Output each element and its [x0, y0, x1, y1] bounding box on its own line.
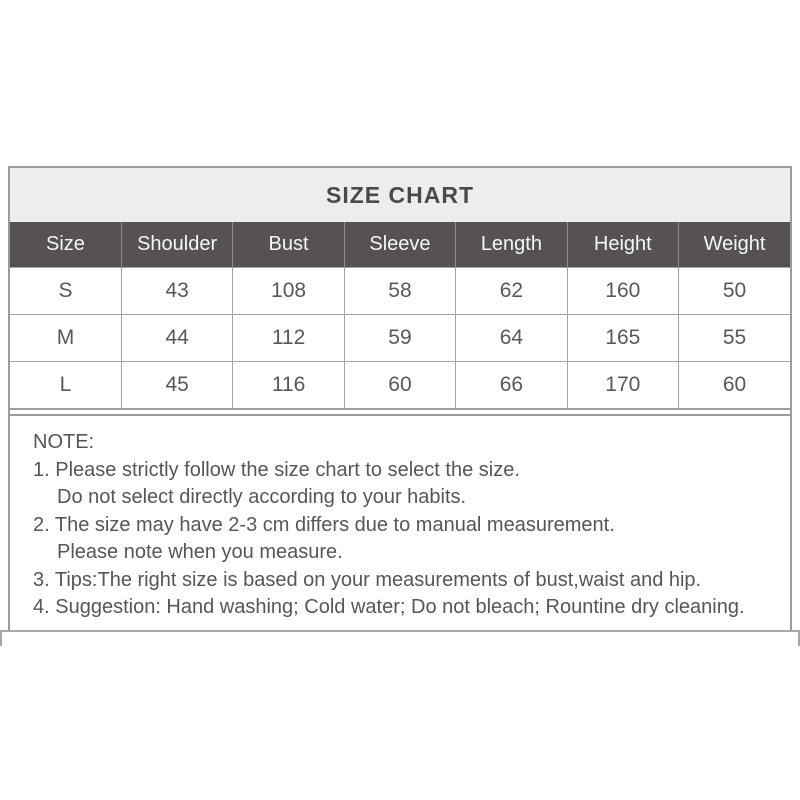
- note-line-1: 1. Please strictly follow the size chart…: [33, 458, 520, 481]
- cell-size-m: M: [10, 314, 122, 362]
- column-header-sleeve: Sleeve: [343, 222, 456, 268]
- size-table-header: Size Shoulder Bust Sleeve Length Height …: [10, 222, 790, 268]
- cell-size-s: S: [10, 267, 122, 315]
- cell-length-l: 66: [455, 361, 568, 408]
- cell-length-m: 64: [455, 314, 568, 362]
- cell-shoulder-l: 45: [120, 361, 233, 408]
- header-row: Size Shoulder Bust Sleeve Length Height …: [10, 222, 790, 268]
- cell-size-l: L: [10, 361, 122, 408]
- cell-weight-l: 60: [678, 361, 790, 408]
- column-header-shoulder: Shoulder: [120, 222, 233, 268]
- column-header-size: Size: [10, 222, 122, 268]
- table-row-s: S 43 108 58 62 160 50: [10, 267, 790, 315]
- cell-bust-m: 112: [232, 314, 345, 362]
- cell-shoulder-s: 43: [120, 267, 233, 315]
- note-line-2b: Please note when you measure.: [57, 541, 343, 563]
- note-line-4: 4. Suggestion: Hand washing; Cold water;…: [33, 596, 745, 618]
- bottom-divider: [0, 630, 800, 632]
- cell-length-s: 62: [455, 267, 568, 315]
- cell-sleeve-l: 60: [343, 361, 456, 408]
- cell-height-l: 170: [566, 361, 679, 408]
- notes-heading: NOTE:: [33, 431, 95, 453]
- note-line-2: 2. The size may have 2-3 cm differs due …: [33, 513, 615, 536]
- cell-shoulder-m: 44: [120, 314, 233, 362]
- cell-bust-s: 108: [232, 267, 345, 315]
- column-header-length: Length: [455, 222, 568, 268]
- note-line-1b: Do not select directly according to your…: [57, 486, 467, 508]
- column-header-height: Height: [566, 222, 679, 268]
- cell-sleeve-s: 58: [343, 267, 456, 315]
- size-table-body: S 43 108 58 62 160 50 M 44 112 59 64 165…: [10, 267, 790, 408]
- size-chart-title: SIZE CHART: [10, 168, 790, 222]
- cell-height-m: 165: [566, 314, 679, 362]
- cell-height-s: 160: [566, 267, 679, 315]
- size-chart-panel: SIZE CHART Size Shoulder Bust Sleeve Len…: [8, 166, 792, 630]
- table-row-l: L 45 116 60 66 170 60: [10, 361, 790, 408]
- table-row-m: M 44 112 59 64 165 55: [10, 314, 790, 362]
- note-line-3: 3. Tips:The right size is based on your …: [33, 568, 702, 591]
- cell-sleeve-m: 59: [343, 314, 456, 362]
- cell-weight-s: 50: [678, 267, 790, 315]
- section-divider: [10, 408, 790, 416]
- bottom-divider-left-stub: [0, 630, 2, 646]
- column-header-weight: Weight: [678, 222, 790, 268]
- cell-bust-l: 116: [232, 361, 345, 408]
- bottom-divider-right-stub: [798, 630, 800, 646]
- cell-weight-m: 55: [678, 314, 790, 362]
- notes-section: NOTE: 1. Please strictly follow the size…: [10, 416, 790, 622]
- column-header-bust: Bust: [232, 222, 345, 268]
- size-table: Size Shoulder Bust Sleeve Length Height …: [10, 222, 790, 408]
